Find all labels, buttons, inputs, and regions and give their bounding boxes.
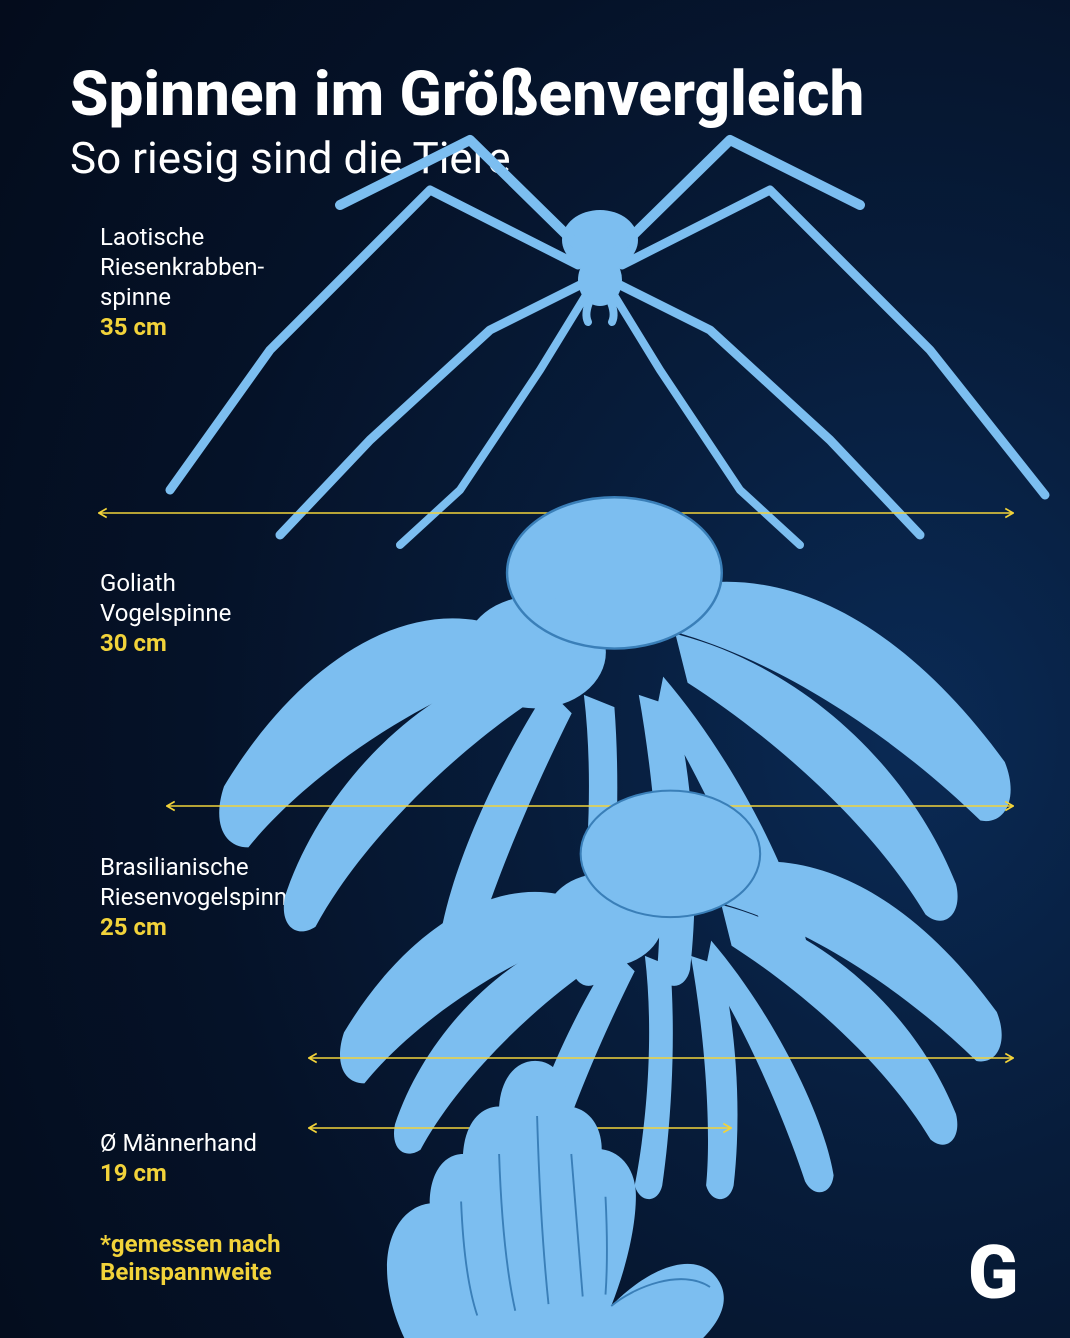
item-name-line: spinne <box>100 283 171 311</box>
page-title: Spinnen im Größenvergleich <box>70 62 864 127</box>
brand-logo: G <box>968 1230 1017 1317</box>
item-size: 30 cm <box>100 629 167 657</box>
footnote-line: *gemessen nach <box>100 1230 281 1258</box>
silhouette-brazilian <box>340 791 1002 1200</box>
footnote-line: Beinspannweite <box>100 1258 272 1286</box>
item-name-line: Riesenvogelspinne <box>100 883 300 911</box>
silhouette-hand <box>387 1061 724 1338</box>
item-label-brazilian: Brasilianische Riesenvogelspinne 25 cm <box>100 852 300 942</box>
item-label-huntsman: Laotische Riesenkrabben- spinne 35 cm <box>100 222 264 342</box>
item-name-line: Riesenkrabben- <box>100 253 264 281</box>
item-label-hand: Ø Männerhand 19 cm <box>100 1128 257 1188</box>
page-subtitle: So riesig sind die Tiere <box>70 132 511 184</box>
silhouette-goliath <box>219 497 1010 986</box>
silhouette-huntsman <box>170 140 1045 545</box>
item-name-line: Ø Männerhand <box>100 1129 257 1157</box>
item-name-line: Goliath <box>100 569 176 597</box>
item-label-goliath: Goliath Vogelspinne 30 cm <box>100 568 231 658</box>
item-size: 25 cm <box>100 913 167 941</box>
item-name-line: Brasilianische <box>100 853 249 881</box>
item-name-line: Vogelspinne <box>100 599 231 627</box>
item-size: 35 cm <box>100 313 167 341</box>
item-name-line: Laotische <box>100 223 204 251</box>
footnote: *gemessen nach Beinspannweite <box>100 1230 281 1286</box>
item-size: 19 cm <box>100 1159 167 1187</box>
